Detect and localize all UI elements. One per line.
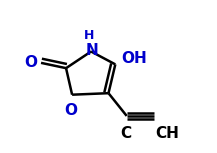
Text: O: O	[64, 103, 77, 118]
Text: N: N	[86, 43, 99, 58]
Text: CH: CH	[156, 126, 179, 141]
Text: C: C	[120, 126, 132, 141]
Text: O: O	[24, 55, 37, 70]
Text: OH: OH	[121, 51, 147, 66]
Text: H: H	[84, 29, 95, 42]
